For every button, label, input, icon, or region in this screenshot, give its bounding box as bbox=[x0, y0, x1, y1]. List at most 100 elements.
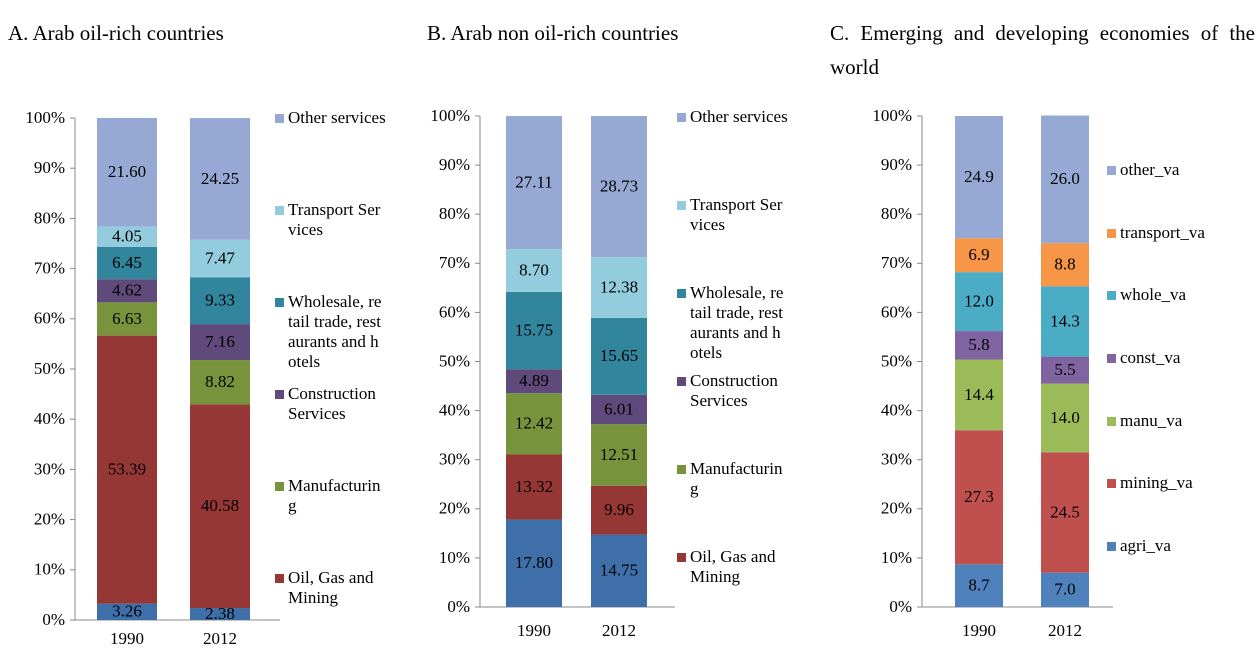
bar-segment bbox=[955, 238, 1003, 273]
data-label: 13.32 bbox=[515, 477, 553, 496]
legend-label: Manufacturing bbox=[690, 459, 783, 498]
legend-swatch bbox=[275, 114, 284, 123]
legend-label: manu_va bbox=[1120, 410, 1183, 430]
legend-swatch bbox=[1107, 228, 1116, 238]
y-tick-label: 30% bbox=[439, 450, 470, 469]
data-label: 6.63 bbox=[112, 309, 142, 328]
data-label: 8.8 bbox=[1054, 255, 1075, 274]
data-label: 4.89 bbox=[519, 371, 549, 390]
data-label: 6.01 bbox=[604, 399, 634, 418]
legend-item: Other services bbox=[275, 108, 386, 128]
chart-title: C. Emerging and developing economies of … bbox=[830, 21, 1255, 79]
legend-swatch bbox=[275, 482, 284, 491]
legend-swatch bbox=[275, 206, 284, 215]
data-label: 26.0 bbox=[1050, 169, 1080, 188]
bar-segment bbox=[190, 239, 250, 278]
data-label: 21.60 bbox=[108, 162, 146, 181]
data-label: 6.9 bbox=[968, 245, 989, 264]
data-label: 24.9 bbox=[964, 167, 994, 186]
y-tick-label: 40% bbox=[34, 409, 65, 428]
legend-item: Transport Services bbox=[275, 200, 386, 240]
data-label: 14.3 bbox=[1050, 311, 1080, 330]
y-tick-label: 10% bbox=[34, 560, 65, 579]
x-tick-label: 2012 bbox=[1048, 621, 1082, 640]
bar-segment bbox=[97, 335, 157, 604]
data-label: 12.0 bbox=[964, 292, 994, 311]
y-tick-label: 0% bbox=[447, 597, 470, 616]
y-tick-label: 30% bbox=[881, 450, 912, 469]
y-tick-label: 0% bbox=[889, 597, 912, 616]
data-label: 15.75 bbox=[515, 320, 553, 339]
legend-swatch bbox=[1107, 479, 1116, 489]
legend-swatch bbox=[275, 298, 284, 307]
y-tick-label: 10% bbox=[881, 548, 912, 567]
bar-segment bbox=[97, 302, 157, 336]
legend-label: agri_va bbox=[1120, 536, 1171, 555]
bar-segment bbox=[591, 394, 647, 425]
legend-swatch bbox=[677, 553, 686, 562]
bar-segment bbox=[190, 608, 250, 620]
y-tick-label: 80% bbox=[439, 204, 470, 223]
bar-segment bbox=[506, 116, 562, 250]
y-tick-label: 20% bbox=[881, 499, 912, 518]
y-tick-label: 100% bbox=[430, 106, 470, 125]
bar-segment bbox=[955, 116, 1003, 239]
bar-segment bbox=[506, 369, 562, 394]
y-tick-label: 60% bbox=[34, 309, 65, 328]
data-label: 6.45 bbox=[112, 253, 142, 272]
legend-swatch bbox=[1107, 416, 1116, 426]
x-tick-label: 1990 bbox=[517, 621, 551, 640]
bar-segment bbox=[506, 454, 562, 520]
legend-item: Wholesale, retail trade, restaurants and… bbox=[677, 283, 788, 363]
legend-label: Manufacturing bbox=[288, 476, 381, 515]
legend-label: Wholesale, retail trade, restaurants and… bbox=[288, 292, 382, 371]
bar-segment bbox=[97, 603, 157, 620]
legend-label: Construction Services bbox=[288, 384, 376, 423]
bar-segment bbox=[955, 564, 1003, 607]
legend-label: mining_va bbox=[1120, 473, 1193, 493]
x-tick-label: 1990 bbox=[110, 629, 144, 648]
bar-segment bbox=[1041, 356, 1089, 384]
data-label: 24.5 bbox=[1050, 502, 1080, 521]
data-label: 24.25 bbox=[201, 169, 239, 188]
data-label: 14.75 bbox=[600, 561, 638, 580]
legend-label: Construction Services bbox=[690, 371, 778, 410]
legend-label: Other services bbox=[288, 108, 386, 127]
legend-label: Oil, Gas and Mining bbox=[690, 547, 776, 586]
legend-item: Oil, Gas and Mining bbox=[275, 568, 386, 608]
y-tick-label: 90% bbox=[439, 155, 470, 174]
data-label: 12.38 bbox=[600, 277, 638, 296]
bar-segment bbox=[1041, 452, 1089, 573]
y-tick-label: 60% bbox=[439, 302, 470, 321]
y-tick-label: 80% bbox=[881, 204, 912, 223]
bar-segment bbox=[955, 331, 1003, 360]
legend-swatch bbox=[677, 465, 686, 474]
data-label: 9.96 bbox=[604, 500, 634, 519]
y-tick-label: 70% bbox=[881, 253, 912, 272]
y-tick-label: 40% bbox=[881, 401, 912, 420]
legend-swatch bbox=[677, 377, 686, 386]
bar-segment bbox=[1041, 383, 1089, 453]
legend-swatch bbox=[1107, 354, 1116, 363]
data-label: 40.58 bbox=[201, 496, 239, 515]
legend-item: Wholesale, retail trade, restaurants and… bbox=[275, 292, 386, 372]
y-tick-label: 70% bbox=[34, 259, 65, 278]
data-label: 8.7 bbox=[968, 576, 990, 595]
data-label: 8.82 bbox=[205, 372, 235, 391]
legend-item: Construction Services bbox=[275, 384, 386, 424]
data-label: 5.5 bbox=[1054, 360, 1075, 379]
y-tick-label: 10% bbox=[439, 548, 470, 567]
legend-swatch bbox=[1107, 542, 1116, 551]
bar-segment bbox=[190, 324, 250, 361]
legend-label: const_va bbox=[1120, 348, 1181, 367]
data-label: 7.47 bbox=[205, 248, 235, 267]
data-label: 53.39 bbox=[108, 460, 146, 479]
legend-item: Transport Services bbox=[677, 195, 788, 235]
x-tick-label: 2012 bbox=[203, 629, 237, 648]
legend-item: const_va bbox=[1107, 348, 1218, 368]
data-label: 12.42 bbox=[515, 414, 553, 433]
data-label: 4.05 bbox=[112, 227, 142, 246]
data-label: 5.8 bbox=[968, 335, 989, 354]
data-label: 7.16 bbox=[205, 332, 235, 351]
